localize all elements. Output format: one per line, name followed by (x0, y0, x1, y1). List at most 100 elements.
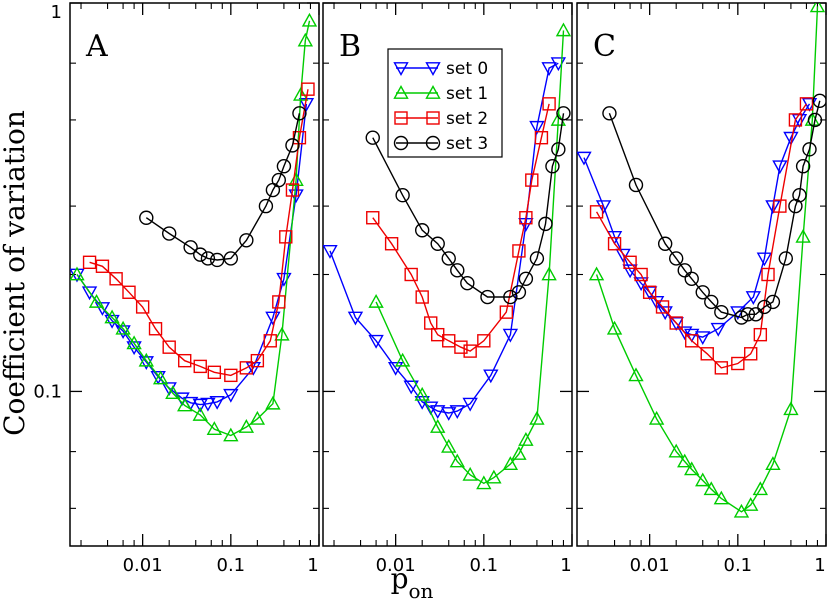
legend-label: set 2 (446, 109, 488, 129)
data-point (81, 286, 98, 301)
data-point (607, 237, 622, 251)
data-point (518, 432, 534, 446)
series-line (76, 20, 311, 437)
series-line (595, 6, 819, 513)
data-point (88, 293, 105, 308)
data-point (595, 200, 612, 215)
data-point (223, 427, 239, 442)
data-point (239, 233, 254, 248)
data-point (454, 340, 468, 354)
data-point (161, 226, 177, 241)
data-point (628, 367, 644, 382)
data-point (224, 368, 238, 383)
legend-entry: set 0 (393, 59, 488, 79)
legend-marker (426, 111, 440, 125)
data-point (529, 410, 545, 425)
series-line (583, 103, 811, 338)
data-point (713, 490, 730, 505)
data-point (414, 386, 430, 401)
data-point (384, 237, 399, 251)
legend-marker (393, 85, 409, 99)
data-point (207, 365, 222, 380)
legend-marker (393, 135, 409, 151)
data-point (622, 264, 638, 279)
data-point (761, 267, 775, 282)
data-point (430, 236, 445, 251)
data-point (657, 236, 673, 251)
legend-marker (393, 62, 409, 76)
data-point (783, 401, 799, 416)
data-point (297, 32, 314, 47)
series-set-3 (365, 106, 571, 305)
data-point (209, 252, 225, 268)
panel-label: B (339, 29, 361, 64)
data-point (538, 216, 553, 232)
data-point (200, 397, 216, 412)
data-point (634, 267, 648, 282)
data-point (695, 285, 710, 300)
data-point (395, 188, 410, 203)
data-point (265, 311, 281, 326)
data-point (541, 266, 557, 281)
series-set-1 (368, 22, 572, 490)
series-set-0 (577, 97, 818, 346)
data-point (272, 295, 286, 309)
data-point (483, 369, 499, 384)
data-point (193, 247, 208, 262)
data-point (138, 356, 154, 371)
data-point (588, 266, 605, 281)
data-point (223, 388, 239, 403)
panel-b: 0.01 0.1 1 B (322, 2, 573, 576)
data-point (809, 3, 826, 13)
data-point (529, 120, 545, 135)
data-point (292, 106, 307, 121)
legend-label: set 1 (446, 84, 488, 104)
panel-frame (576, 2, 827, 547)
data-point (518, 271, 534, 286)
data-point (109, 272, 123, 286)
data-point (95, 259, 110, 273)
data-point (799, 97, 814, 111)
data-point (684, 271, 699, 286)
data-point (366, 211, 380, 225)
legend-entry: set 2 (394, 109, 488, 129)
data-point (430, 419, 446, 433)
x-tick-label: 0.1 (470, 555, 499, 576)
legend-marker (425, 85, 441, 99)
legend-label: set 0 (446, 59, 488, 79)
data-point (486, 469, 502, 484)
data-point (162, 340, 176, 354)
data-point (122, 285, 136, 299)
data-point (301, 12, 318, 27)
data-point (414, 223, 430, 238)
data-point (104, 309, 120, 324)
data-point (684, 461, 700, 476)
data-point (135, 300, 150, 314)
series-line (372, 113, 565, 298)
data-point (347, 311, 364, 326)
data-point (740, 307, 756, 322)
data-point (502, 456, 519, 470)
data-point (462, 397, 478, 412)
data-point (274, 326, 290, 341)
data-point (602, 106, 617, 121)
data-point (323, 245, 338, 259)
data-point (695, 331, 711, 346)
data-point (271, 172, 286, 188)
data-point (138, 352, 154, 367)
data-point (668, 317, 684, 331)
data-point (743, 497, 759, 511)
data-point (615, 248, 631, 263)
x-axis-title-sub: on (409, 579, 434, 603)
data-point (756, 252, 773, 267)
panel-label: A (85, 29, 108, 64)
data-point (115, 320, 131, 335)
series-line (372, 103, 550, 352)
data-point (82, 255, 97, 270)
series-line (608, 100, 821, 319)
data-point (628, 177, 644, 193)
data-point (430, 405, 446, 420)
x-tick-label: 1 (814, 555, 825, 576)
data-point (70, 266, 85, 281)
series-set-0 (70, 97, 315, 413)
